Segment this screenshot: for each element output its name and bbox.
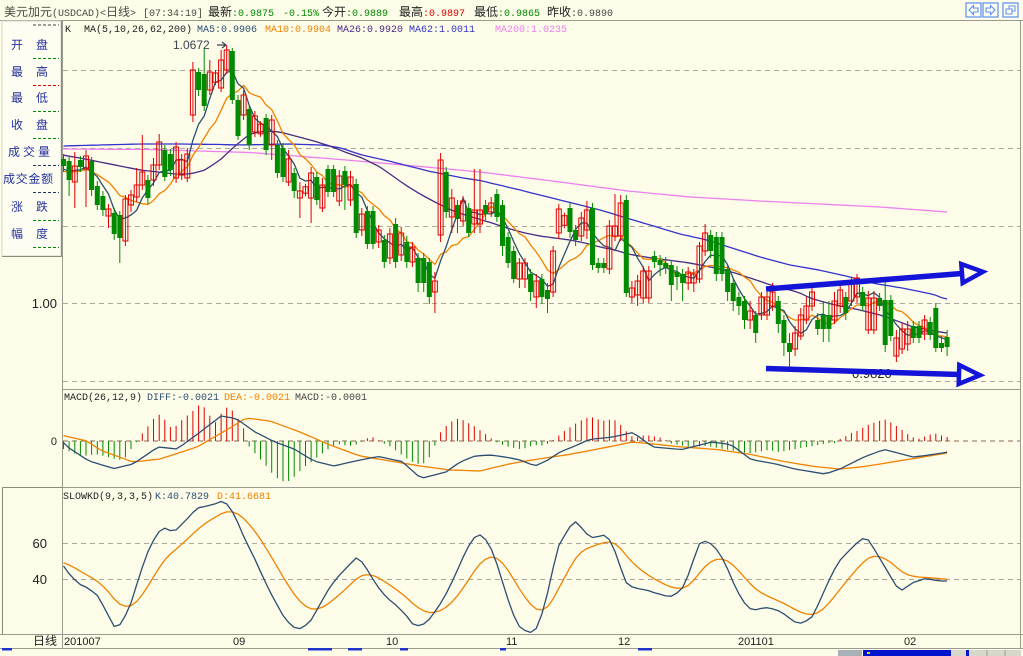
- svg-text:10: 10: [386, 636, 398, 648]
- svg-text:K: K: [65, 25, 71, 36]
- svg-text:DIFF:-0.0021: DIFF:-0.0021: [147, 393, 219, 404]
- svg-text::0.9875: :0.9875: [232, 9, 274, 20]
- svg-text:<: <: [100, 9, 106, 20]
- svg-text:DEA:-0.0021: DEA:-0.0021: [224, 393, 290, 404]
- svg-text:MACD:-0.0001: MACD:-0.0001: [295, 393, 367, 404]
- svg-text:K:40.7829: K:40.7829: [155, 492, 209, 503]
- svg-text::0.9865: :0.9865: [498, 9, 540, 20]
- svg-text:[07:34:19]: [07:34:19]: [143, 8, 203, 20]
- svg-text:12: 12: [618, 636, 630, 648]
- svg-text:1.00: 1.00: [32, 296, 57, 311]
- svg-text:MA(5,10,26,62,200): MA(5,10,26,62,200): [84, 24, 192, 36]
- svg-text:60: 60: [33, 536, 47, 551]
- svg-text:-0.15%: -0.15%: [283, 9, 319, 20]
- svg-text:MA10:0.9904: MA10:0.9904: [265, 25, 331, 36]
- svg-text:11: 11: [506, 636, 517, 648]
- svg-text:D:41.6681: D:41.6681: [217, 492, 271, 503]
- svg-text:SLOWKD(9,3,3,5): SLOWKD(9,3,3,5): [63, 491, 153, 503]
- svg-text:>: >: [130, 9, 136, 20]
- svg-text:MA26:0.9920: MA26:0.9920: [337, 25, 403, 36]
- svg-text:(USDCAD): (USDCAD): [52, 8, 100, 20]
- svg-text:MA5:0.9906: MA5:0.9906: [197, 25, 257, 36]
- svg-text::0.9897: :0.9897: [423, 9, 465, 20]
- svg-text:MACD(26,12,9): MACD(26,12,9): [64, 392, 142, 404]
- svg-text::0.9890: :0.9890: [571, 9, 613, 20]
- svg-text:MA62:1.0011: MA62:1.0011: [409, 25, 475, 36]
- svg-text:1.0672: 1.0672: [173, 38, 210, 52]
- svg-text:201101: 201101: [738, 636, 774, 648]
- svg-text:MA200:1.0235: MA200:1.0235: [495, 25, 567, 36]
- svg-text:02: 02: [904, 636, 916, 648]
- svg-text::0.9889: :0.9889: [346, 9, 388, 20]
- svg-text:40: 40: [33, 572, 47, 587]
- svg-text:09: 09: [233, 636, 245, 648]
- svg-text:0: 0: [51, 436, 57, 448]
- svg-text:201007: 201007: [64, 636, 101, 648]
